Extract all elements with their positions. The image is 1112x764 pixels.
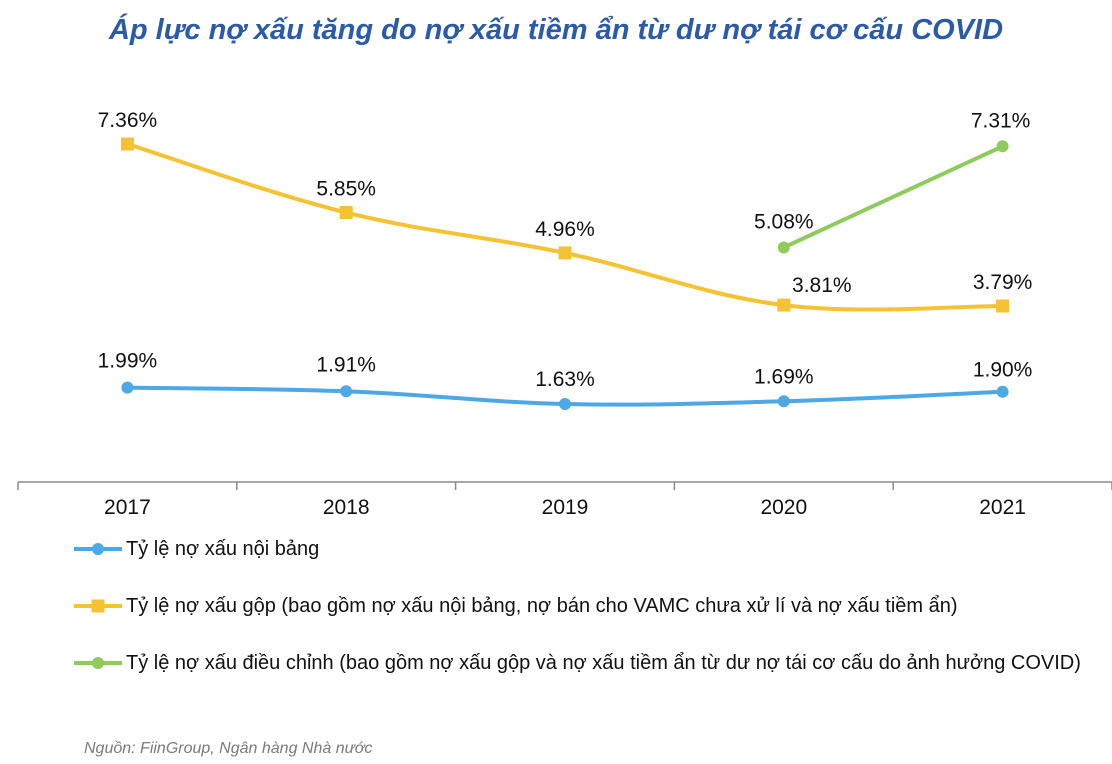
data-point: [777, 395, 790, 408]
x-tick-label: 2021: [979, 496, 1026, 519]
data-label: 3.79%: [973, 271, 1033, 294]
data-label: 5.85%: [316, 178, 376, 201]
data-label: 1.63%: [535, 368, 595, 391]
data-label: 7.36%: [98, 109, 158, 132]
legend-label: Tỷ lệ nợ xấu nội bảng: [126, 538, 320, 560]
data-point: [996, 385, 1009, 398]
data-label: 5.08%: [754, 210, 814, 233]
legend-item-noi-bang[interactable]: Tỷ lệ nợ xấu nội bảng: [72, 536, 1092, 562]
chart-title: Áp lực nợ xấu tăng do nợ xấu tiềm ẩn từ …: [108, 14, 1004, 46]
data-label: 1.69%: [754, 365, 814, 388]
data-point: [340, 385, 353, 398]
legend-marker-gop: [74, 599, 122, 613]
data-label: 3.81%: [792, 274, 852, 297]
legend-marker-noi-bang: [74, 543, 122, 555]
legend-point: [92, 657, 104, 669]
x-tick-label: 2018: [323, 496, 370, 519]
data-label: 1.99%: [98, 350, 158, 373]
data-point: [777, 241, 790, 254]
legend-item-dieu-chinh[interactable]: Tỷ lệ nợ xấu điều chỉnh (bao gồm nợ xấu …: [72, 650, 1092, 676]
x-tick-label: 2017: [104, 496, 151, 519]
data-point: [558, 246, 572, 260]
legend: Tỷ lệ nợ xấu nội bảng Tỷ lệ nợ xấu gộp (…: [72, 536, 1092, 676]
source-note: Nguồn: FiinGroup, Ngân hàng Nhà nước: [84, 740, 373, 757]
data-point: [996, 299, 1010, 313]
x-tick-label: 2019: [542, 496, 589, 519]
data-label: 4.96%: [535, 218, 595, 241]
data-label: 1.91%: [316, 353, 376, 376]
data-point: [121, 381, 134, 394]
data-point: [339, 206, 353, 220]
legend-item-gop[interactable]: Tỷ lệ nợ xấu gộp (bao gồm nợ xấu nội bản…: [72, 593, 1092, 619]
data-point: [777, 298, 791, 312]
data-point: [120, 137, 134, 151]
x-tick-label: 2020: [760, 496, 807, 519]
data-point: [559, 398, 571, 410]
data-label: 1.90%: [973, 359, 1033, 382]
legend-label: Tỷ lệ nợ xấu gộp (bao gồm nợ xấu nội bản…: [126, 595, 958, 617]
legend-point: [92, 543, 104, 555]
data-label: 7.31%: [971, 109, 1031, 132]
legend-marker-dieu-chinh: [74, 657, 122, 669]
legend-point: [91, 599, 105, 613]
data-point: [996, 140, 1009, 153]
series-line: [781, 144, 1005, 250]
line-chart: 2017 2018 2019 2020 2021 1.99% 1.91% 1.63% 1.69%…: [17, 109, 1112, 519]
legend-label: Tỷ lệ nợ xấu điều chỉnh (bao gồm nợ xấu …: [126, 652, 1081, 674]
